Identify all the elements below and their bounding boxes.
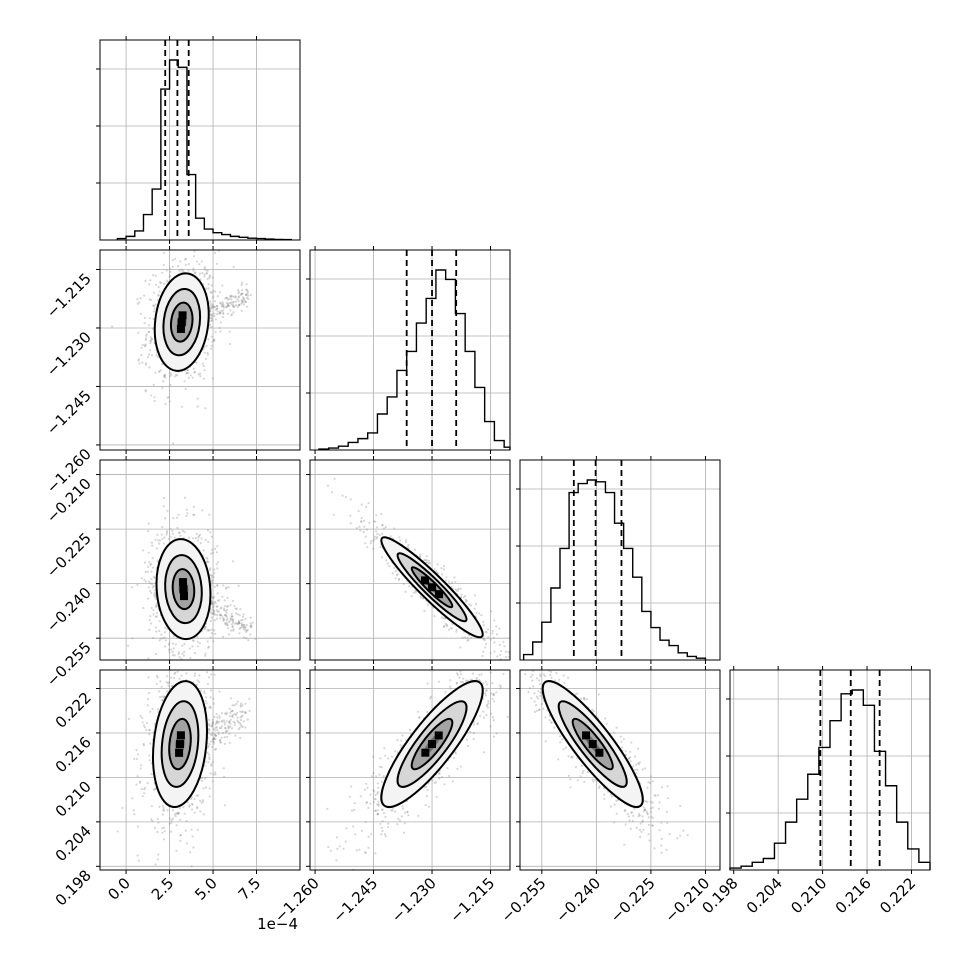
x-tick-label-3-4: 0.222 (876, 874, 919, 917)
x-tick-label-0-2: 5.0 (191, 874, 221, 904)
x-tick-label-0-1: 2.5 (148, 874, 178, 904)
scatter-panel-2-0 (96, 456, 301, 664)
x-tick-label-0-3: 7.5 (235, 874, 265, 904)
histogram-steps-2 (522, 479, 707, 660)
scatter-panel-3-2 (516, 666, 721, 874)
y-tick-label-3-4: 0.222 (52, 689, 95, 732)
scatter-panel-2-1 (306, 456, 511, 664)
density-core (421, 731, 443, 757)
histogram-panel-3 (726, 666, 931, 874)
y-tick-label-1-3: −1.215 (43, 270, 95, 322)
density-core (178, 578, 189, 601)
x-offset-label: 1e−4 (257, 915, 298, 933)
scatter-panel-3-0 (96, 666, 301, 874)
y-tick-label-3-2: 0.210 (52, 778, 95, 821)
y-tick-label-3-0: 0.198 (52, 866, 95, 909)
density-core (176, 311, 187, 333)
x-tick-label-1-3: −1.215 (446, 874, 498, 926)
x-tick-label-2-1: −0.240 (552, 874, 604, 926)
scatter-panel-1-0 (96, 246, 301, 454)
x-tick-label-2-2: −0.225 (607, 874, 659, 926)
histogram-steps-1 (318, 269, 511, 450)
scatter-panel-3-1 (306, 666, 511, 874)
x-tick-label-1-2: −1.230 (388, 874, 440, 926)
y-tick-label-1-2: −1.230 (43, 328, 95, 380)
histogram-steps-0 (116, 59, 293, 241)
y-tick-label-3-1: 0.204 (52, 822, 95, 865)
y-tick-label-1-1: −1.245 (43, 387, 95, 439)
y-tick-label-2-1: −0.240 (43, 584, 95, 636)
y-tick-label-2-0: −0.255 (43, 638, 95, 690)
histogram-steps-3 (729, 689, 931, 870)
y-tick-label-3-3: 0.216 (52, 733, 95, 776)
y-tick-label-2-2: −0.225 (43, 529, 95, 581)
histogram-panel-0 (96, 36, 301, 244)
x-tick-label-3-2: 0.210 (787, 874, 830, 917)
density-core (421, 576, 444, 599)
x-tick-label-3-3: 0.216 (832, 874, 875, 917)
histogram-panel-1 (306, 246, 511, 454)
x-tick-label-1-1: −1.245 (329, 874, 381, 926)
x-tick-label-3-1: 0.204 (743, 874, 786, 917)
density-core (582, 731, 604, 757)
density-core (175, 731, 185, 757)
x-tick-label-2-0: −0.255 (498, 874, 550, 926)
histogram-panel-2 (516, 456, 721, 664)
x-tick-label-0-0: 0.0 (104, 874, 134, 904)
